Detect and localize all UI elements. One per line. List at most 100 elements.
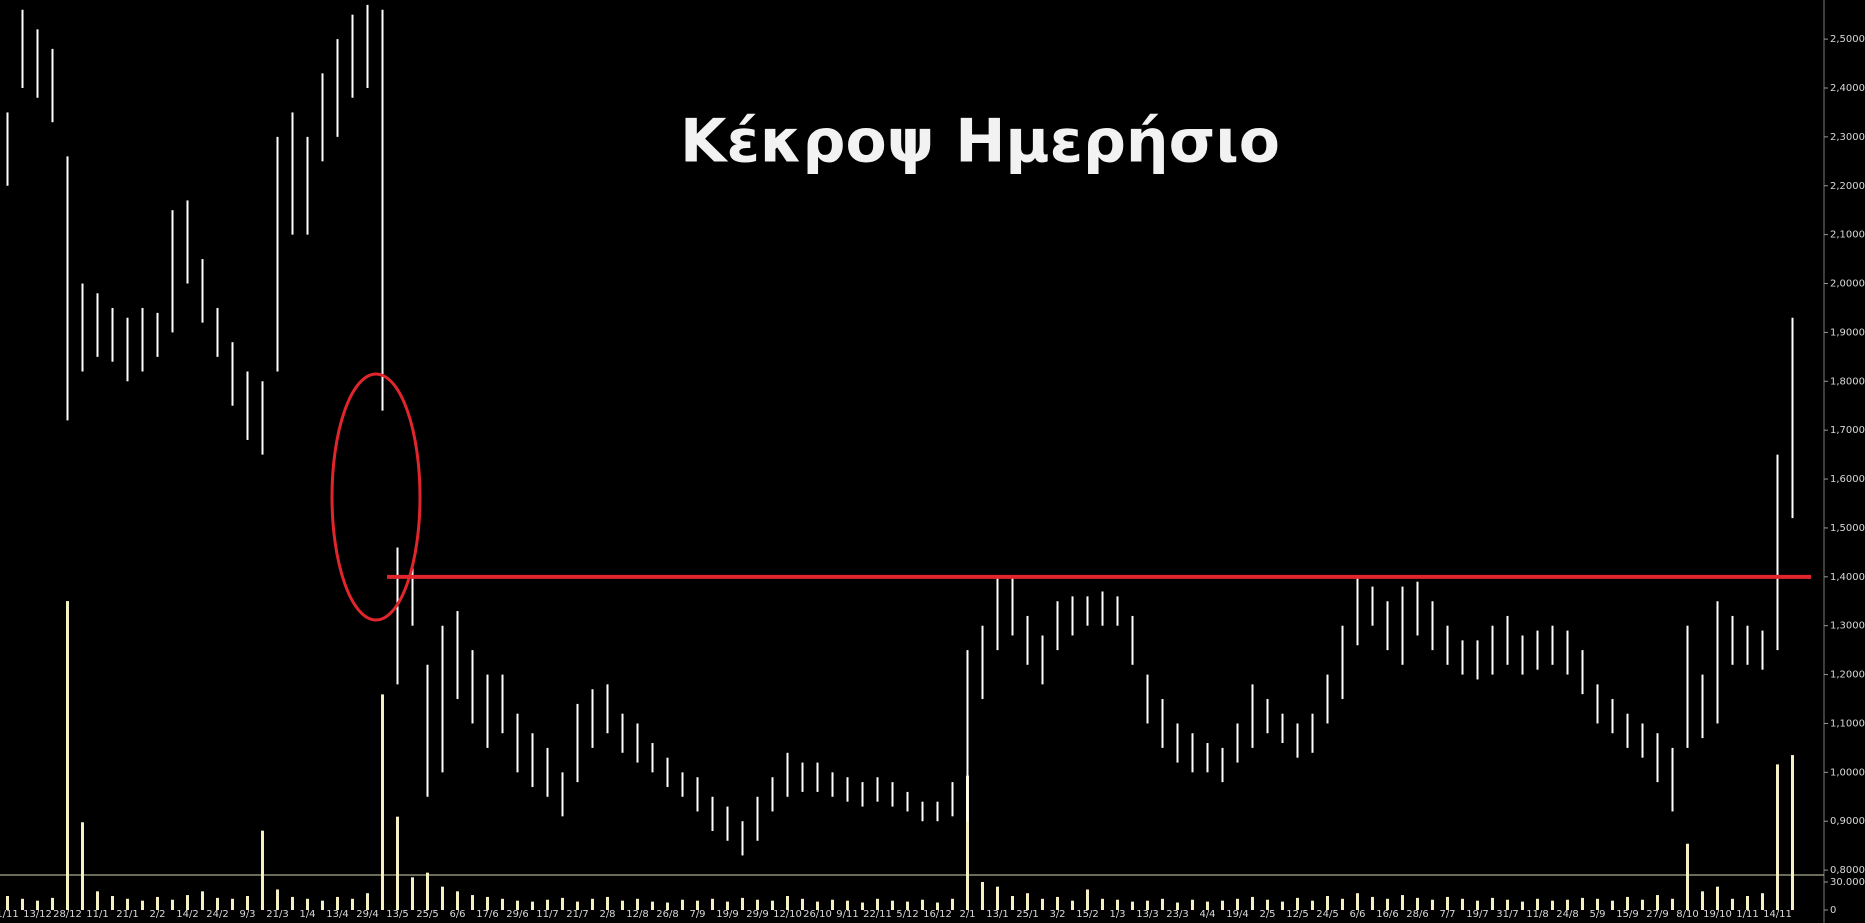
volume-bar (636, 898, 639, 910)
volume-bar (441, 886, 444, 910)
volume-bar (291, 896, 294, 910)
y2-tick-label: 0 (1830, 905, 1836, 916)
volume-bar (1746, 896, 1749, 910)
y-tick-label: 2,2000 (1830, 181, 1865, 192)
volume-bar (171, 899, 174, 910)
volume-bar (141, 900, 144, 910)
volume-bar (966, 775, 969, 910)
x-tick-label: 8/10 (1676, 909, 1698, 920)
volume-bar (1656, 895, 1659, 910)
volume-bar (1056, 896, 1059, 910)
volume-bar (96, 891, 99, 910)
x-tick-label: 7/9 (689, 909, 705, 920)
volume-bar (501, 898, 504, 910)
volume-bar (1401, 895, 1404, 910)
x-tick-label: 1/3 (1109, 909, 1125, 920)
volume-bar (771, 900, 774, 910)
x-tick-label: 27/9 (1646, 909, 1668, 920)
volume-bar (1701, 891, 1704, 910)
volume-bar (816, 901, 819, 910)
y-tick-label: 1,8000 (1830, 376, 1865, 387)
volume-bar (1341, 898, 1344, 910)
x-tick-label: 14/11 (1763, 909, 1792, 920)
volume-bar (66, 601, 69, 910)
volume-bar (1776, 764, 1779, 910)
volume-bar (801, 898, 804, 910)
x-tick-label: 2/2 (149, 909, 165, 920)
x-tick-label: 21/1 (116, 909, 138, 920)
volume-bar (591, 898, 594, 910)
volume-bar (351, 898, 354, 910)
x-tick-label: 13/12 (23, 909, 52, 920)
volume-bar (1146, 900, 1149, 910)
volume-bar (1236, 898, 1239, 910)
y-tick-label: 2,4000 (1830, 83, 1865, 94)
volume-bar (741, 897, 744, 910)
volume-bar (1281, 901, 1284, 910)
volume-bar (216, 897, 219, 910)
volume-bar (1551, 900, 1554, 910)
volume-bar (1521, 901, 1524, 910)
x-tick-label: 24/2 (206, 909, 228, 920)
volume-bar (201, 891, 204, 910)
y-tick-label: 1,4000 (1830, 572, 1865, 583)
x-tick-label: 7/7 (1439, 909, 1455, 920)
x-tick-label: 24/8 (1556, 909, 1578, 920)
x-tick-label: 21/3 (266, 909, 288, 920)
y2-tick-label: 30.000 (1830, 877, 1865, 888)
volume-bar (1446, 896, 1449, 910)
volume-bar (1221, 900, 1224, 910)
volume-bar (876, 898, 879, 910)
volume-bar (516, 900, 519, 910)
x-tick-label: 17/6 (476, 909, 498, 920)
volume-bar (1386, 898, 1389, 910)
volume-bar (6, 896, 9, 910)
volume-bar (861, 902, 864, 910)
volume-bar (1761, 893, 1764, 910)
x-tick-label: 19/4 (1226, 909, 1248, 920)
volume-bar (726, 901, 729, 910)
volume-bar (681, 899, 684, 910)
y-tick-label: 1,9000 (1830, 327, 1865, 338)
volume-bar (531, 901, 534, 910)
volume-bar (1416, 897, 1419, 910)
volume-bar (1581, 897, 1584, 910)
x-tick-label: 9/11 (836, 909, 858, 920)
volume-bar (621, 900, 624, 910)
volume-bar (1011, 896, 1014, 910)
volume-bar (756, 899, 759, 910)
volume-bar (1716, 886, 1719, 910)
x-tick-label: 25/1 (1016, 909, 1038, 920)
volume-bar (1671, 898, 1674, 910)
y-tick-label: 1,0000 (1830, 767, 1865, 778)
volume-bar (1626, 896, 1629, 910)
y-tick-label: 1,7000 (1830, 425, 1865, 436)
x-tick-label: 5/9 (1589, 909, 1605, 920)
volume-bar (186, 895, 189, 910)
chart-title: Κέκροψ Ημερήσιο (680, 107, 1280, 177)
volume-bar (921, 899, 924, 910)
y-tick-label: 1,5000 (1830, 523, 1865, 534)
x-tick-label: 9/3 (239, 909, 255, 920)
x-tick-label: 16/12 (923, 909, 952, 920)
x-tick-label: 21/7 (566, 909, 588, 920)
x-tick-label: 2/8 (599, 909, 615, 920)
volume-bar (276, 889, 279, 910)
volume-bar (1791, 755, 1794, 910)
x-tick-label: 19/9 (716, 909, 738, 920)
y-tick-label: 2,5000 (1830, 34, 1865, 45)
x-tick-label: 6/6 (1349, 909, 1365, 920)
volume-bar (1371, 896, 1374, 910)
volume-bar (1131, 901, 1134, 910)
volume-bar (1641, 899, 1644, 910)
x-tick-label: 28/6 (1406, 909, 1428, 920)
x-tick-label: 2/5 (1259, 909, 1275, 920)
x-tick-label: 14/2 (176, 909, 198, 920)
x-tick-label: 23/3 (1166, 909, 1188, 920)
volume-bar (1026, 893, 1029, 910)
volume-bar (546, 899, 549, 910)
volume-bar (711, 898, 714, 910)
x-tick-label: 13/3 (1136, 909, 1158, 920)
x-tick-label: 11/7 (536, 909, 558, 920)
